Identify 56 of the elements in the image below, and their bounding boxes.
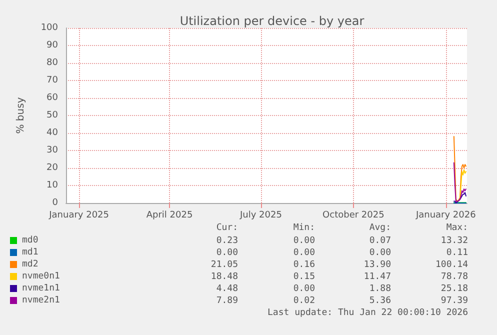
y-tick-label: 60: [46, 93, 58, 103]
text: 0.07: [369, 236, 391, 246]
text: 0.00: [369, 248, 391, 258]
chart-title: Utilization per device - by year: [180, 14, 364, 28]
text: 78.78: [440, 272, 468, 282]
x-tick-label: April 2025: [146, 210, 193, 220]
text: 5.36: [369, 296, 391, 306]
y-tick-label: 10: [46, 180, 58, 190]
y-tick-label: 30: [46, 146, 58, 156]
y-tick-label: 0: [52, 198, 58, 208]
text: Max:: [446, 223, 468, 233]
text: 0.00: [293, 284, 315, 294]
text: 11.47: [364, 272, 391, 282]
y-axis-title: % busy: [16, 97, 26, 134]
text: Avg:: [369, 223, 391, 233]
y-tick-label: 70: [46, 76, 58, 86]
legend-label: nvme0n1: [22, 272, 60, 282]
text: 25.18: [440, 284, 468, 294]
text: 7.89: [216, 296, 238, 306]
legend-label: nvme1n1: [22, 284, 60, 294]
text: 0.16: [293, 260, 315, 270]
line-series: [453, 162, 466, 202]
text: 0.23: [216, 236, 238, 246]
legend-label: md0: [22, 236, 38, 246]
x-tick-label: January 2025: [48, 210, 110, 220]
y-tick-label: 100: [40, 23, 58, 33]
text: 0.15: [293, 272, 315, 282]
line-series: [453, 192, 466, 204]
y-tick-label: 20: [46, 163, 58, 173]
text: 0.00: [293, 248, 315, 258]
legend-label: md1: [22, 248, 38, 258]
x-tick-label: July 2025: [238, 210, 282, 220]
text: 0.11: [446, 248, 468, 258]
text: 0.02: [293, 296, 315, 306]
legend-label: md2: [22, 260, 38, 270]
text: 100.14: [435, 260, 468, 270]
y-tick-label: 50: [46, 110, 58, 120]
text: 21.05: [210, 260, 238, 270]
text: Cur:: [216, 223, 238, 233]
line-series: [453, 136, 466, 202]
text: 0.00: [293, 236, 315, 246]
y-tick-label: 90: [46, 40, 58, 50]
x-tick-label: January 2026: [414, 210, 476, 220]
y-tick-label: 80: [46, 58, 58, 68]
text: 18.48: [210, 272, 238, 282]
text: Min:: [293, 223, 315, 233]
text: 0.00: [216, 248, 238, 258]
text: 97.39: [440, 296, 468, 306]
text: 1.88: [369, 284, 391, 294]
x-tick-label: October 2025: [322, 210, 384, 220]
text: 4.48: [216, 284, 238, 294]
text: 13.32: [440, 236, 468, 246]
text: 13.90: [364, 260, 391, 270]
legend-label: nvme2n1: [22, 296, 60, 306]
text: Last update: Thu Jan 22 00:00:10 2026: [268, 308, 468, 318]
y-tick-label: 40: [46, 128, 58, 138]
